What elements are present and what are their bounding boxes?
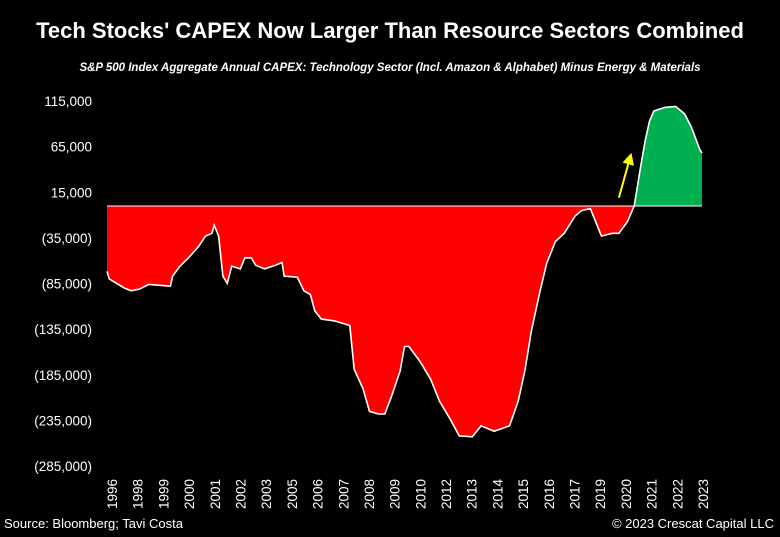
y-tick-label: 65,000: [51, 140, 92, 155]
source-note: Source: Bloomberg; Tavi Costa: [4, 516, 183, 531]
x-tick-label: 2021: [645, 479, 660, 509]
x-tick-label: 2019: [593, 479, 608, 509]
x-tick-label: 1996: [105, 479, 120, 509]
x-tick-label: 2007: [336, 479, 351, 509]
y-tick-label: 115,000: [44, 94, 92, 109]
chart-title: Tech Stocks' CAPEX Now Larger Than Resou…: [36, 18, 744, 43]
x-tick-label: 2001: [208, 479, 223, 509]
series-line: [106, 105, 703, 438]
x-tick-label: 2015: [516, 479, 531, 509]
x-tick-label: 2016: [542, 479, 557, 509]
y-tick-label: (185,000): [34, 368, 92, 383]
x-tick-label: 2009: [388, 479, 403, 509]
x-tick-label: 2006: [311, 479, 326, 509]
positive-area: [634, 106, 702, 206]
x-tick-label: 2012: [439, 479, 454, 509]
x-tick-label: 2023: [696, 479, 711, 509]
y-tick-label: (135,000): [34, 322, 92, 337]
x-tick-label: 2008: [362, 479, 377, 509]
x-tick-label: 1999: [156, 479, 171, 509]
x-tick-label: 2002: [233, 479, 248, 509]
x-tick-label: 2022: [670, 479, 685, 509]
y-tick-label: (285,000): [34, 459, 92, 474]
x-tick-label: 2000: [182, 479, 197, 509]
x-tick-label: 2003: [259, 479, 274, 509]
y-tick-label: (235,000): [34, 413, 92, 428]
x-tick-label: 1998: [131, 479, 146, 509]
y-tick-label: (85,000): [42, 277, 92, 292]
y-tick-label: 15,000: [51, 185, 92, 200]
negative-area: [107, 205, 702, 437]
x-tick-label: 2020: [619, 479, 634, 509]
copyright-note: © 2023 Crescat Capital LLC: [611, 516, 774, 531]
arrow-annotation: [617, 152, 634, 198]
y-tick-label: (35,000): [42, 231, 92, 246]
x-tick-label: 2010: [413, 479, 428, 509]
x-tick-label: 2013: [465, 479, 480, 509]
chart-subtitle: S&P 500 Index Aggregate Annual CAPEX: Te…: [79, 62, 701, 74]
x-tick-label: 2017: [568, 479, 583, 509]
x-tick-label: 2014: [490, 478, 505, 509]
x-tick-label: 2005: [285, 479, 300, 509]
